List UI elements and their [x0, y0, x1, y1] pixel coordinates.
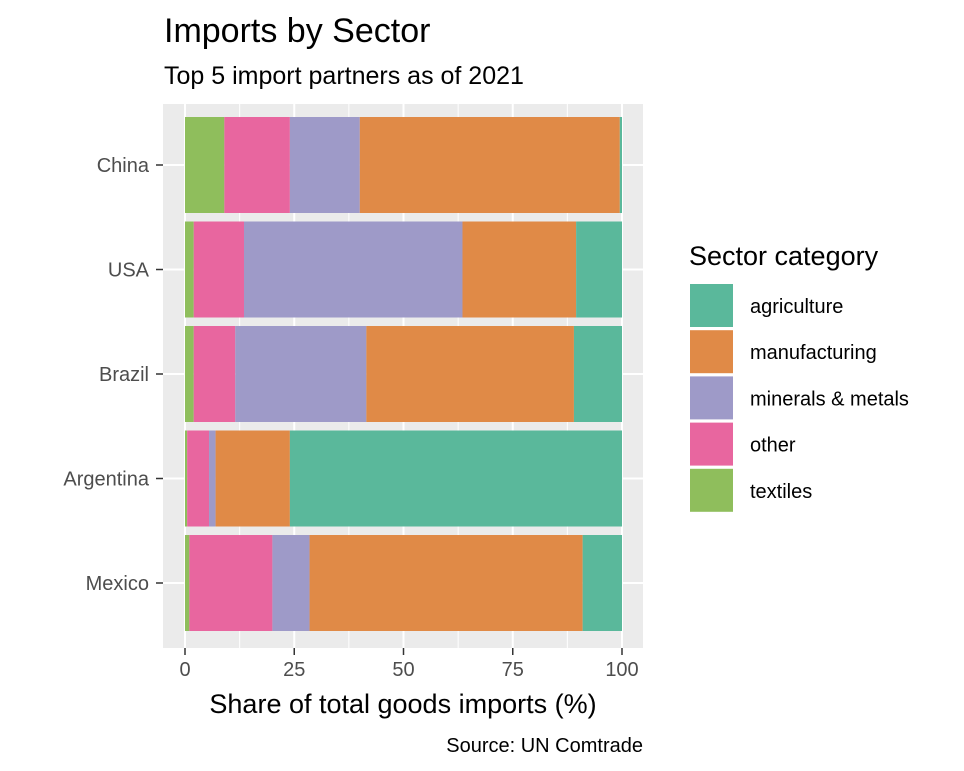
x-tick-label: 50: [392, 659, 414, 681]
bars-group: [185, 117, 622, 631]
x-tick-label: 100: [605, 659, 638, 681]
legend-label: manufacturing: [750, 342, 877, 364]
bar-segment: [185, 326, 194, 422]
bar-segment: [185, 117, 225, 213]
x-axis: 0 25 50 75 100: [179, 648, 639, 681]
bar-segment: [289, 430, 622, 527]
y-tick-label: China: [97, 155, 150, 177]
bar-segment: [185, 535, 190, 631]
bar-segment: [576, 221, 622, 318]
legend-label: minerals & metals: [750, 388, 909, 410]
bar-segment: [215, 430, 290, 527]
bar-segment: [185, 221, 194, 318]
bar-segment: [272, 535, 310, 631]
legend-swatch: [690, 376, 733, 420]
bar-segment: [189, 535, 273, 631]
y-tick-label: Brazil: [99, 364, 149, 386]
bar-segment: [209, 430, 216, 527]
bar-segment: [289, 117, 360, 213]
y-axis: China USA Brazil Argentina Mexico: [63, 155, 163, 595]
legend-swatch: [690, 422, 733, 466]
chart-caption: Source: UN Comtrade: [446, 735, 643, 757]
legend-label: other: [750, 435, 796, 457]
bar-segment: [309, 535, 583, 631]
bar-segment: [573, 326, 622, 422]
bar-segment: [224, 117, 290, 213]
legend-label: textiles: [750, 481, 812, 503]
y-tick-label: Mexico: [86, 573, 149, 595]
y-tick-label: USA: [108, 260, 150, 282]
legend-swatch: [690, 468, 733, 512]
bar-segment: [185, 430, 188, 527]
x-tick-label: 0: [179, 659, 190, 681]
legend-label: agriculture: [750, 296, 843, 318]
bar-segment: [235, 326, 367, 422]
legend: Sector category agriculture manufacturing…: [689, 241, 909, 512]
legend-swatch: [690, 330, 733, 374]
bar-segment: [243, 221, 463, 318]
bar-segment: [619, 117, 622, 213]
x-tick-label: 75: [502, 659, 524, 681]
y-tick-label: Argentina: [63, 469, 149, 491]
bar-segment: [359, 117, 620, 213]
x-axis-title: Share of total goods imports (%): [209, 689, 596, 719]
bar-segment: [193, 221, 244, 318]
legend-title: Sector category: [689, 241, 879, 271]
legend-swatch: [690, 284, 733, 327]
chart-subtitle: Top 5 import partners as of 2021: [164, 62, 524, 90]
bar-segment: [366, 326, 574, 422]
bar-segment: [193, 326, 236, 422]
chart-title: Imports by Sector: [164, 12, 430, 50]
x-tick-label: 25: [283, 659, 305, 681]
bar-segment: [462, 221, 577, 318]
bar-segment: [582, 535, 622, 631]
bar-segment: [187, 430, 210, 527]
